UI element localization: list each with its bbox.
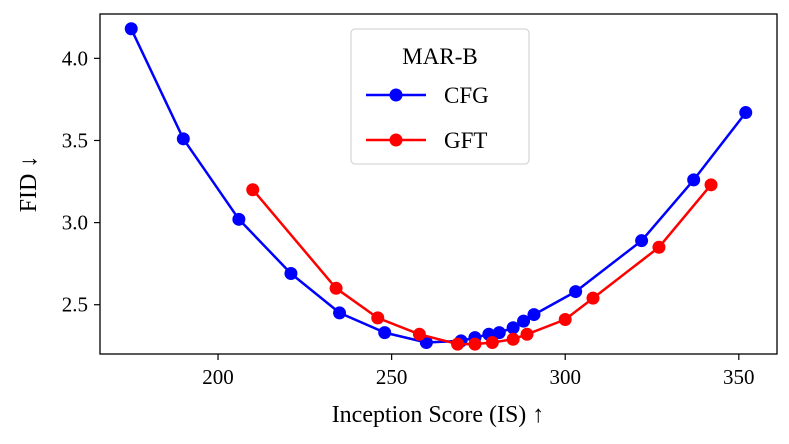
legend-label-cfg: CFG [444, 83, 489, 108]
y-axis: 2.5 3.0 3.5 4.0 [62, 46, 100, 317]
x-axis-label: Inception Score (IS) ↑ [332, 402, 545, 428]
data-point-gft [558, 313, 572, 327]
data-point-cfg [517, 314, 531, 328]
data-point-gft [371, 311, 385, 325]
y-axis-label: FID ↓ [16, 156, 42, 213]
data-point-gft [412, 327, 426, 341]
legend-marker-gft [389, 133, 403, 147]
data-point-gft [506, 332, 520, 346]
y-tick-label: 2.5 [62, 293, 88, 317]
series-line-gft [251, 183, 712, 346]
data-point-gft [451, 337, 465, 351]
data-point-cfg [506, 321, 520, 335]
legend-title: MAR-B [402, 44, 477, 69]
data-point-cfg [527, 308, 541, 322]
data-point-cfg [284, 267, 298, 281]
data-point-cfg [635, 234, 649, 248]
data-point-cfg [378, 326, 392, 340]
legend-box [350, 28, 530, 165]
data-point-gft [329, 281, 343, 295]
data-point-gft [246, 183, 260, 197]
plot-area [124, 22, 753, 351]
legend-marker-cfg [389, 88, 403, 102]
plot-frame [99, 13, 778, 355]
x-tick-label: 250 [376, 365, 408, 389]
data-point-cfg [333, 306, 347, 320]
legend-label-gft: GFT [444, 128, 487, 153]
data-point-cfg [124, 22, 138, 36]
data-point-gft [586, 291, 600, 305]
data-point-gft [520, 327, 534, 341]
y-tick-label: 4.0 [62, 46, 88, 70]
data-point-cfg [569, 285, 583, 299]
data-point-cfg [687, 173, 701, 187]
data-point-gft [704, 178, 718, 192]
x-tick-label: 300 [549, 365, 581, 389]
data-point-cfg [739, 106, 753, 120]
y-tick-label: 3.5 [62, 128, 88, 152]
x-tick-label: 350 [723, 365, 755, 389]
data-point-gft [652, 240, 666, 254]
x-tick-label: 200 [202, 365, 234, 389]
legend: MAR-B CFG GFT [350, 28, 530, 165]
data-point-cfg [176, 132, 190, 146]
data-point-gft [468, 337, 482, 351]
series-line-cfg [130, 28, 747, 344]
data-point-cfg [492, 326, 506, 340]
data-point-gft [485, 336, 499, 350]
y-tick-label: 3.0 [62, 211, 88, 235]
x-axis: 200 250 300 350 [202, 354, 755, 389]
data-point-cfg [232, 212, 246, 226]
